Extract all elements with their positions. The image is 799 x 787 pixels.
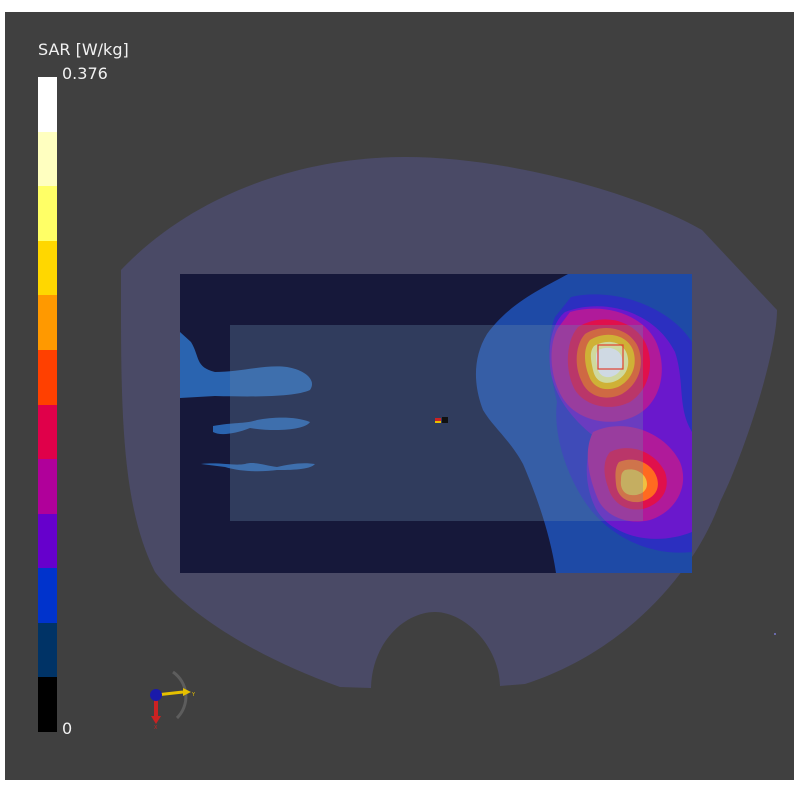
sar-contour-level-13 <box>596 347 623 378</box>
colorbar-segment <box>38 513 57 569</box>
colorbar-segment <box>38 404 57 460</box>
sar-contour-left-2 <box>213 417 310 435</box>
x-axis-label: X <box>154 725 158 730</box>
colorbar-min-label: 0 <box>62 719 73 738</box>
colorbar-segment <box>38 77 57 133</box>
sar-distribution <box>180 274 692 573</box>
peak-location-marker <box>597 344 624 370</box>
sar-contour-level-11 <box>620 469 647 496</box>
colorbar-segment <box>38 186 57 242</box>
colorbar-segment <box>38 295 57 351</box>
colorbar-segment <box>38 568 57 624</box>
colorbar <box>38 77 57 733</box>
colorbar-segment <box>38 677 57 733</box>
z-axis-sphere <box>150 689 162 701</box>
sar-contour-left-1 <box>180 332 313 398</box>
edge-mark <box>774 633 776 635</box>
sar-contour-left-3 <box>201 463 315 472</box>
colorbar-segment <box>38 131 57 187</box>
colorbar-segment <box>38 349 57 405</box>
colorbar-title: SAR [W/kg] <box>38 40 129 59</box>
sar-viewport[interactable]: SAR [W/kg] 0.376 0 Y X <box>5 12 794 780</box>
colorbar-segment <box>38 240 57 296</box>
axes-triad-icon[interactable]: Y X <box>135 660 195 730</box>
colorbar-segment <box>38 459 57 515</box>
center-marker <box>435 417 448 423</box>
colorbar-segment <box>38 622 57 678</box>
y-axis-label: Y <box>191 692 195 698</box>
colorbar-max-label: 0.376 <box>62 64 108 83</box>
sar-scene <box>121 157 777 688</box>
